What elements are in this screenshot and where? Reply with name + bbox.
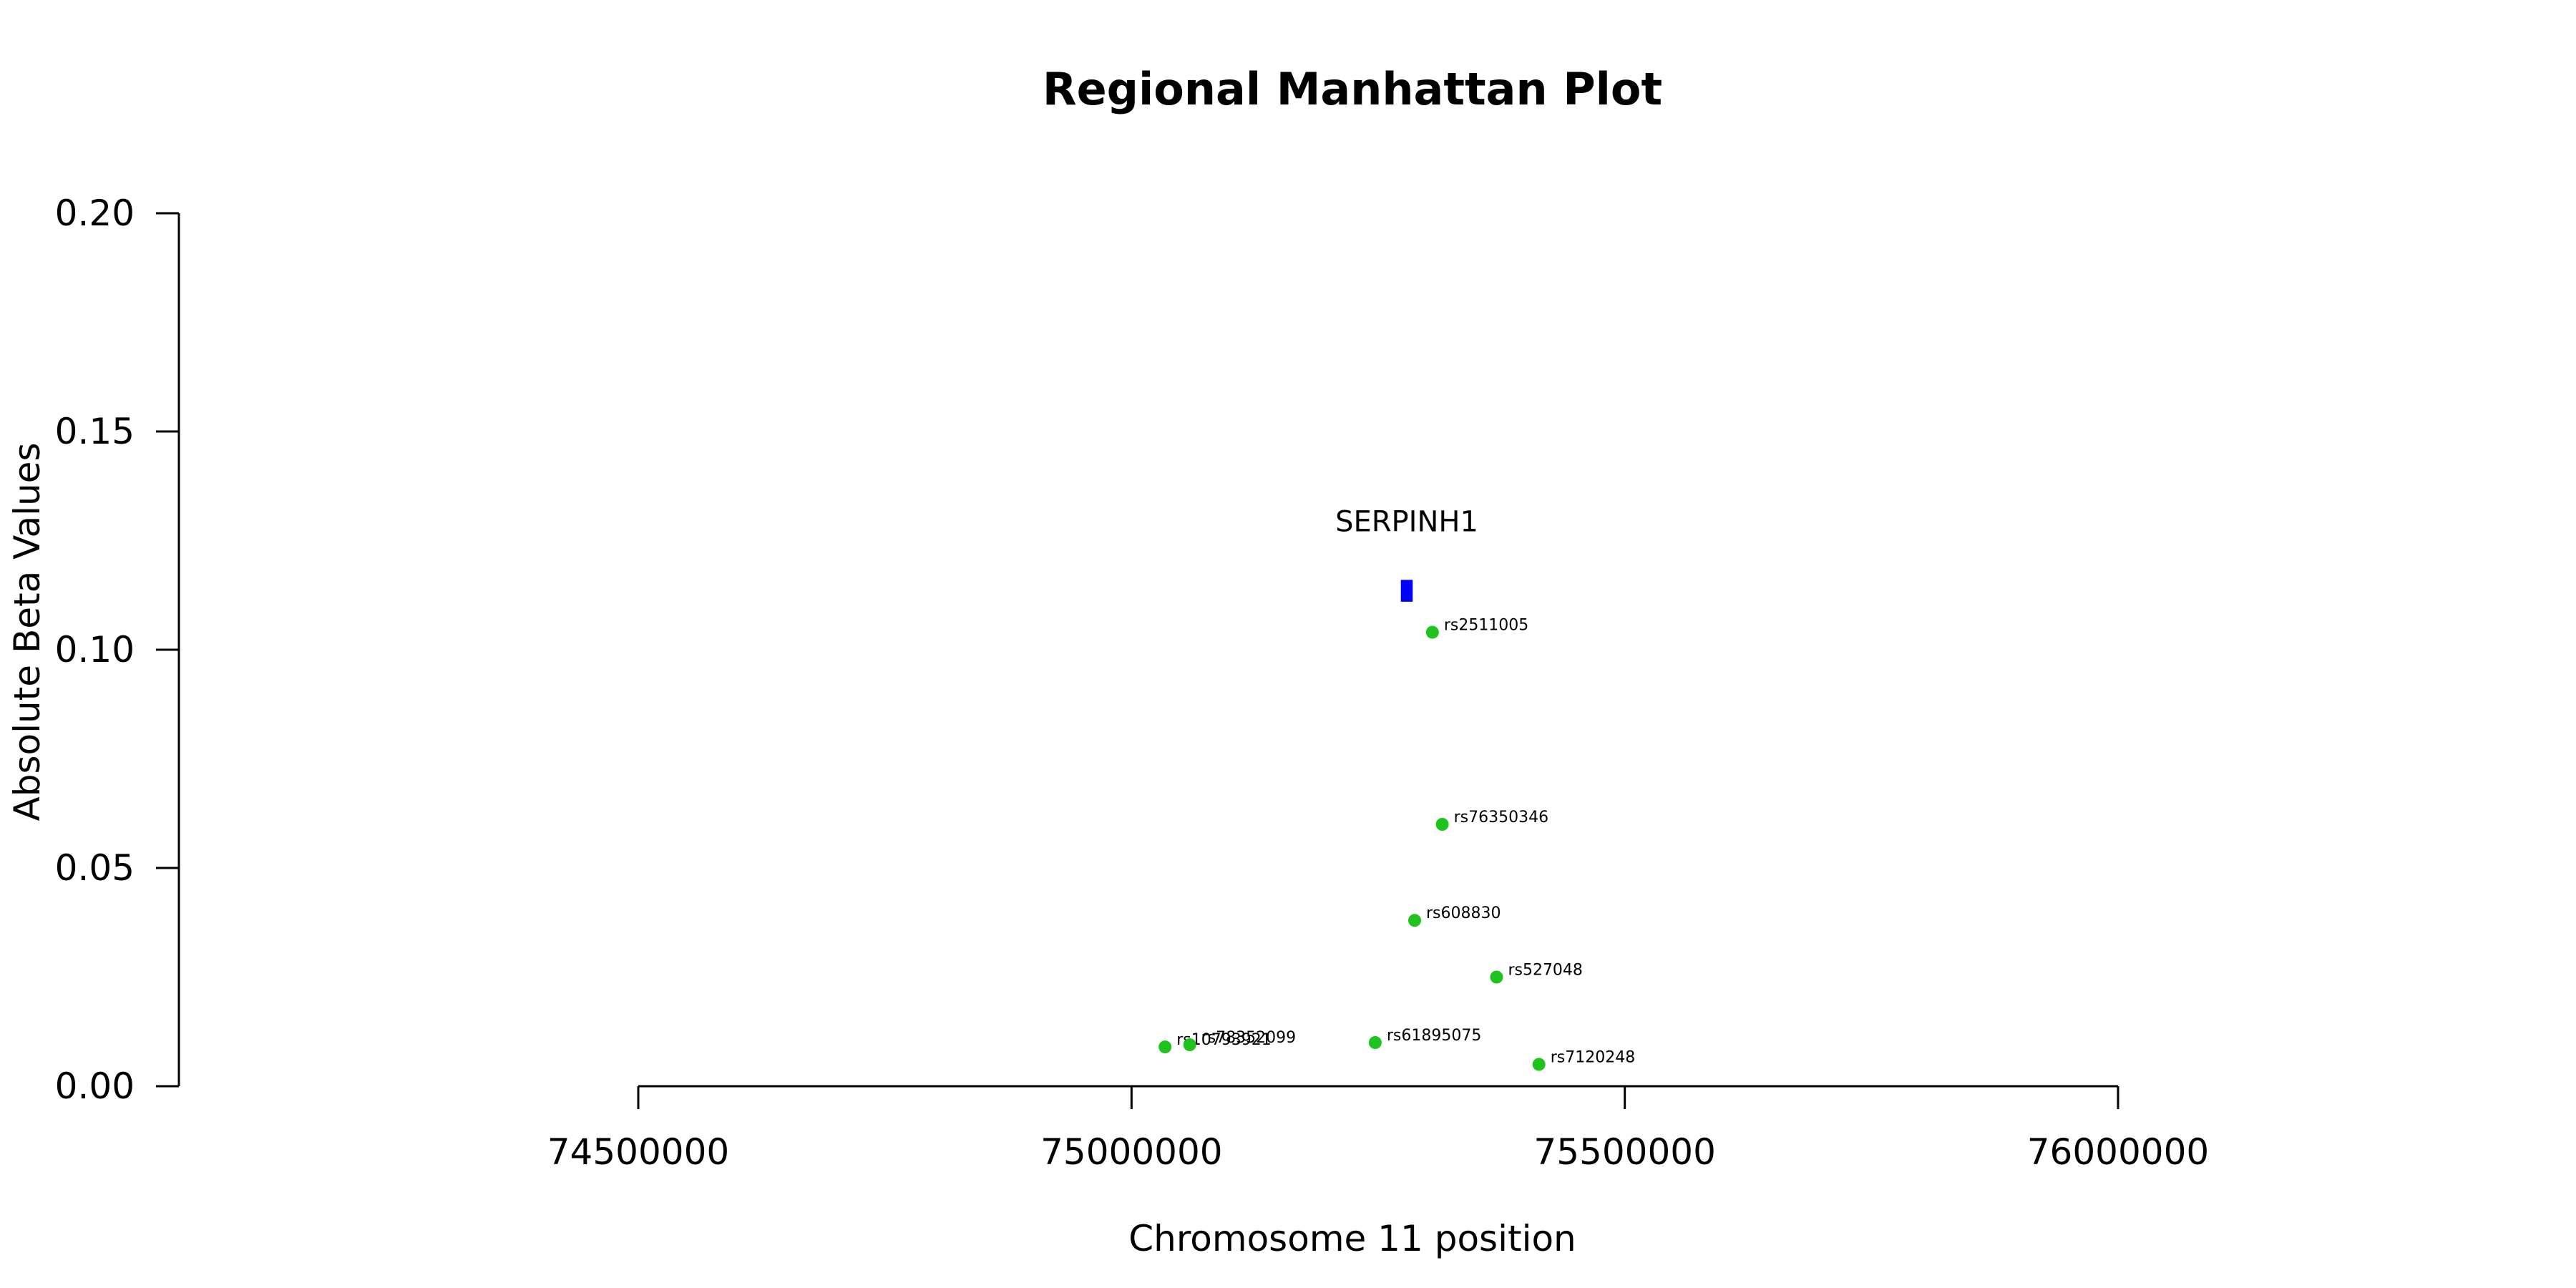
x-axis-ticks: 74500000 75000000 75500000 76000000 (547, 1086, 2210, 1173)
y-tick-label: 0.20 (55, 192, 135, 234)
x-tick-label: 75500000 (1533, 1131, 1716, 1173)
x-axis-label: Chromosome 11 position (1128, 1218, 1576, 1259)
snp-point (1435, 818, 1449, 831)
x-tick-label: 76000000 (2027, 1131, 2210, 1173)
snp-label: rs2511005 (1444, 617, 1529, 635)
y-tick-label: 0.05 (55, 847, 135, 889)
gene-label: SERPINH1 (1335, 505, 1478, 538)
snp-point (1158, 1040, 1172, 1054)
snp-label: rs78352099 (1201, 1029, 1296, 1047)
y-tick-label: 0.10 (55, 629, 135, 670)
chart-title: Regional Manhattan Plot (1043, 63, 1662, 115)
gene-bar (1400, 580, 1413, 602)
y-axis-label: Absolute Beta Values (6, 443, 48, 821)
snp-point (1425, 625, 1439, 639)
x-tick-label: 74500000 (547, 1131, 730, 1173)
y-tick-label: 0.15 (55, 411, 135, 452)
snp-point (1368, 1036, 1382, 1049)
x-tick-label: 75000000 (1040, 1131, 1223, 1173)
snp-label: rs7120248 (1551, 1049, 1636, 1067)
snp-label: rs527048 (1508, 962, 1583, 980)
snp-label: rs61895075 (1387, 1027, 1481, 1045)
snp-point (1183, 1038, 1196, 1052)
gene-track: SERPINH1 (1335, 505, 1478, 602)
snp-points: rs2511005 rs76350346 rs608830 rs527048 rs618… (1158, 617, 1635, 1071)
y-tick-label: 0.00 (55, 1065, 135, 1107)
y-axis-ticks: 0.00 0.05 0.10 0.15 0.20 (55, 192, 179, 1107)
snp-point (1532, 1058, 1546, 1071)
snp-point (1490, 970, 1503, 984)
snp-label: rs608830 (1426, 904, 1501, 922)
snp-label: rs76350346 (1454, 809, 1548, 826)
snp-point (1408, 914, 1422, 927)
